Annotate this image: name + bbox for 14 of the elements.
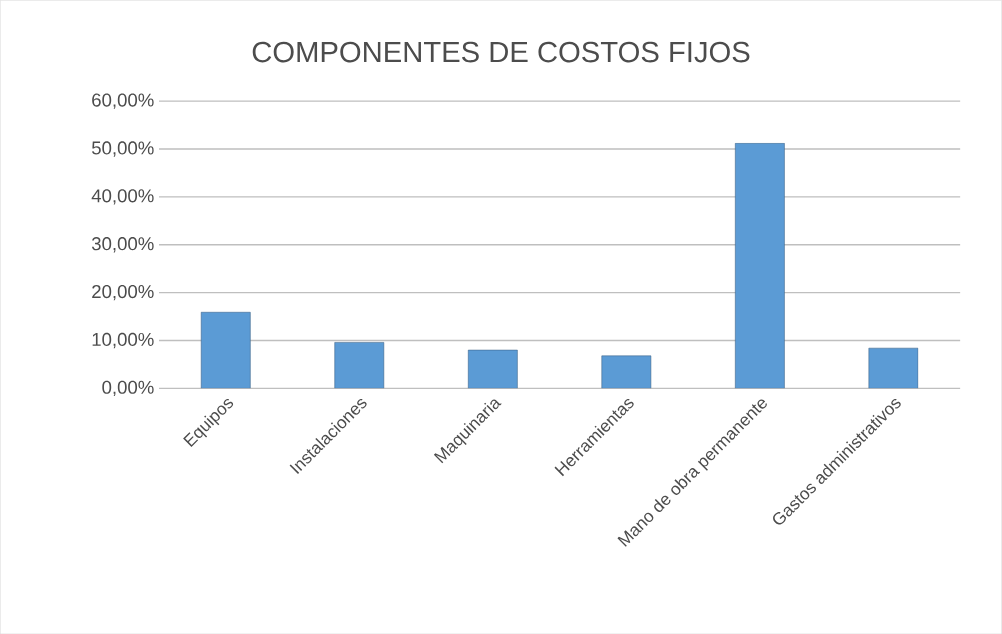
chart-title: COMPONENTES DE COSTOS FIJOS <box>252 41 750 63</box>
y-tick-label: 10,00% <box>92 332 154 349</box>
y-tick-label: 50,00% <box>91 141 154 157</box>
bar <box>467 349 518 389</box>
bar <box>601 355 652 389</box>
y-tick-label: 30,00% <box>91 236 154 253</box>
y-tick-label: 60,00% <box>92 93 154 109</box>
bar <box>200 311 251 389</box>
y-tick-label: 40,00% <box>91 189 154 205</box>
y-tick-label: 0,00% <box>102 380 154 396</box>
y-tick-label: 20,00% <box>92 284 154 301</box>
bar <box>334 342 385 389</box>
bar <box>735 142 785 389</box>
bar <box>868 347 919 389</box>
